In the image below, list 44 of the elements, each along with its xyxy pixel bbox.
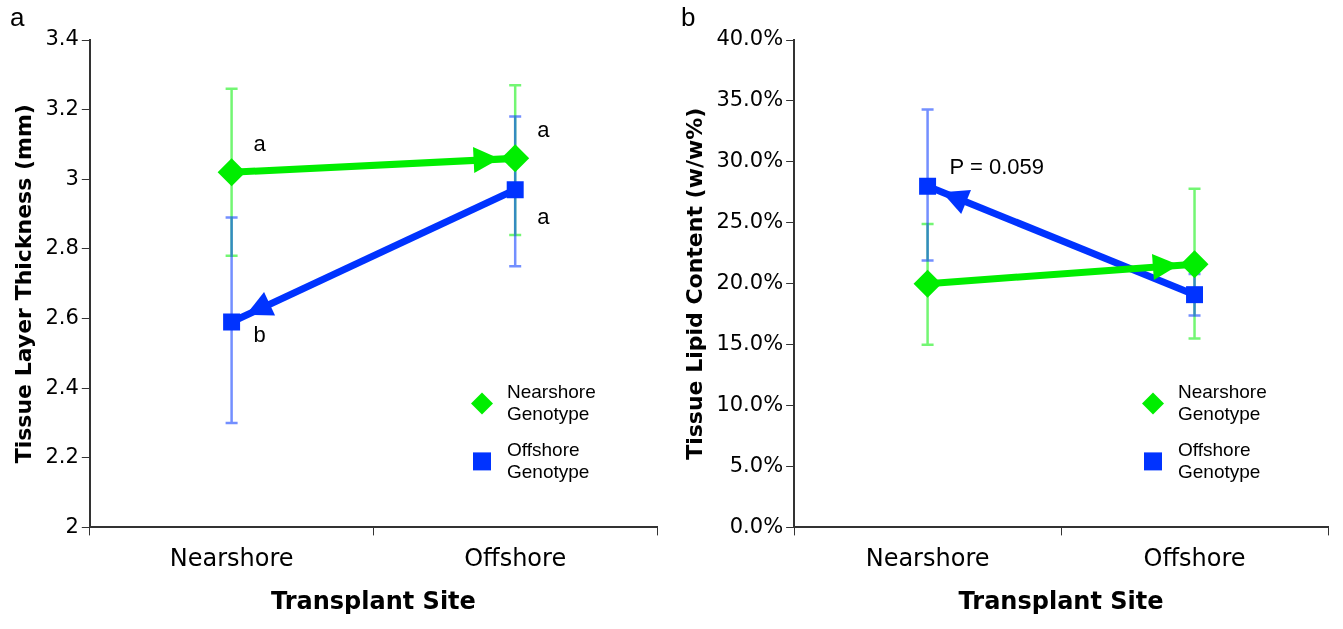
x-tick-label: Nearshore xyxy=(865,544,990,573)
y-tick-label: 35.0% xyxy=(716,87,784,112)
y-tick-label: 30.0% xyxy=(716,148,784,173)
y-tick-label: 3.2 xyxy=(45,96,79,121)
legend-label: Nearshore Genotype xyxy=(507,380,596,424)
y-tick-label: 20.0% xyxy=(716,270,784,295)
y-tick-label: 3 xyxy=(65,165,79,190)
x-tick-label: Offshore xyxy=(1143,544,1246,573)
point xyxy=(919,177,937,195)
chart-title: a xyxy=(10,2,25,33)
y-tick-label: 5.0% xyxy=(729,452,784,477)
legend-label: Offshore Genotype xyxy=(1178,438,1261,482)
point xyxy=(501,144,530,173)
y-axis-title: Tissue Lipid Content (w/w%) xyxy=(681,107,707,460)
point xyxy=(913,269,942,298)
point xyxy=(1180,250,1209,279)
point xyxy=(217,158,246,187)
annotation: b xyxy=(253,321,266,347)
annotation: P = 0.059 xyxy=(949,154,1044,180)
y-axis-title: Tissue Layer Thickness (mm) xyxy=(10,104,36,464)
chart-title: b xyxy=(681,2,696,33)
y-tick-label: 10.0% xyxy=(716,392,784,416)
y-tick-label: 2.2 xyxy=(45,444,79,469)
legend-label: Offshore Genotype xyxy=(507,438,590,482)
y-tick-label: 3.4 xyxy=(45,26,79,51)
y-tick-label: 40.0% xyxy=(716,26,784,51)
point xyxy=(223,313,241,331)
x-axis-title: Transplant Site xyxy=(270,586,476,615)
annotation: a xyxy=(537,116,551,142)
y-tick-label: 2.8 xyxy=(45,235,79,260)
y-tick-label: 2.4 xyxy=(45,374,79,399)
point xyxy=(1186,286,1204,304)
point xyxy=(506,181,524,199)
x-axis-title: Transplant Site xyxy=(958,586,1164,615)
annotation: a xyxy=(537,203,551,229)
y-tick-label: 15.0% xyxy=(716,331,784,356)
y-tick-label: 2.6 xyxy=(45,304,79,329)
x-tick-label: Nearshore xyxy=(169,544,294,573)
y-tick-label: 25.0% xyxy=(716,209,784,234)
annotation: a xyxy=(253,130,267,156)
x-tick-label: Offshore xyxy=(464,544,567,573)
legend-label: Nearshore Genotype xyxy=(1178,380,1267,424)
y-tick-label: 0.0% xyxy=(729,513,784,538)
y-tick-label: 2 xyxy=(65,513,79,538)
